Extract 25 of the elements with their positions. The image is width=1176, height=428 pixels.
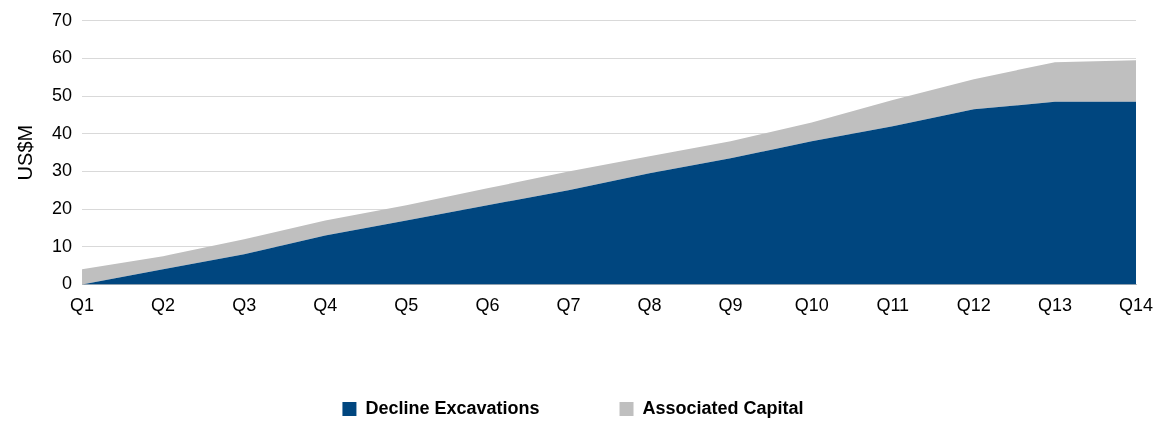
x-tick-label: Q13	[1037, 295, 1072, 316]
x-tick-label: Q2	[151, 295, 176, 316]
x-tick-label: Q8	[637, 295, 662, 316]
x-tick-label: Q12	[956, 295, 991, 316]
legend-label: Associated Capital	[642, 397, 804, 418]
x-tick-label: Q4	[313, 295, 338, 316]
y-tick-label: 70	[51, 9, 73, 30]
x-tick-label: Q1	[70, 295, 95, 316]
y-tick-label: 40	[51, 122, 73, 143]
y-tick-label: 20	[51, 198, 73, 219]
x-tick-label: Q11	[876, 295, 910, 316]
y-tick-label: 30	[51, 160, 73, 181]
x-tick-label: Q10	[794, 295, 829, 316]
y-tick-label: 50	[51, 85, 73, 106]
y-tick-label: 60	[51, 47, 73, 68]
y-axis-title: US$M	[13, 124, 36, 181]
x-tick-label: Q3	[232, 295, 257, 316]
x-tick-label: Q6	[475, 295, 500, 316]
legend-label: Decline Excavations	[365, 397, 540, 418]
y-tick-label: 0	[62, 273, 73, 294]
x-tick-label: Q7	[556, 295, 581, 316]
y-tick-label: 10	[51, 235, 73, 256]
x-tick-label: Q14	[1118, 295, 1154, 316]
x-tick-label: Q9	[718, 295, 743, 316]
x-tick-label: Q5	[394, 295, 419, 316]
